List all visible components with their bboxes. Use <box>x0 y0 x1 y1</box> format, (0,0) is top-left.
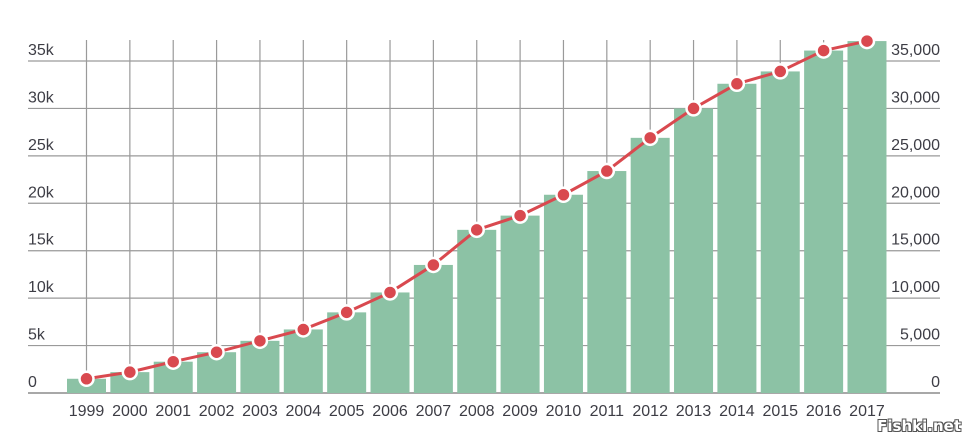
left-axis-tick-label: 15k <box>28 232 55 249</box>
right-axis-tick-label: 35,000 <box>891 42 940 59</box>
x-axis-tick-label: 2013 <box>676 403 712 420</box>
line-point-2016 <box>815 42 832 59</box>
line-point-2003 <box>251 332 269 350</box>
bar-2007 <box>413 264 453 393</box>
left-axis-tick-label: 35k <box>28 42 55 59</box>
bar-series <box>67 41 887 394</box>
x-axis: 1999 2000 2001 2002 2003 2004 2005 2006 2007 2008… <box>69 403 885 420</box>
x-axis-tick-label: 2005 <box>329 403 365 420</box>
left-axis-tick-label: 5k <box>28 327 46 344</box>
bar-2015 <box>760 71 800 393</box>
right-axis-tick-label: 15,000 <box>891 232 940 249</box>
x-axis-tick-label: 2010 <box>546 403 582 420</box>
x-axis-tick-label: 2000 <box>112 403 148 420</box>
x-axis-tick-label: 1999 <box>69 403 105 420</box>
bar-2010 <box>543 194 583 393</box>
bar-2016 <box>804 50 844 394</box>
line-point-2006 <box>381 284 399 301</box>
line-point-2001 <box>164 353 182 370</box>
line-point-2012 <box>641 129 659 147</box>
bar-2009 <box>500 215 540 393</box>
x-axis-tick-label: 2017 <box>849 403 885 420</box>
x-axis-tick-label: 2007 <box>416 403 452 420</box>
x-axis-tick-label: 2016 <box>806 403 842 420</box>
left-axis-tick-label: 25k <box>28 137 55 154</box>
watermark: Fishki.net <box>877 417 961 435</box>
right-axis-tick-label: 25,000 <box>891 137 940 154</box>
line-point-2011 <box>598 162 616 180</box>
line-point-2014 <box>728 75 746 93</box>
left-axis-tick-label: 30k <box>28 89 55 106</box>
line-point-2007 <box>425 256 442 274</box>
bar-2014 <box>717 83 757 393</box>
bar-2011 <box>587 171 627 393</box>
x-axis-tick-label: 2008 <box>459 403 495 420</box>
left-axis-tick-label: 0 <box>28 374 37 391</box>
line-series <box>78 32 876 388</box>
line-point-2010 <box>555 186 572 203</box>
bar-2013 <box>674 108 714 393</box>
x-axis-tick-label: 2011 <box>590 403 625 420</box>
line-point-2004 <box>295 321 312 338</box>
left-axis-tick-label: 10k <box>28 279 55 296</box>
bar-2012 <box>630 137 670 393</box>
line-point-2000 <box>121 363 139 381</box>
bar-2005 <box>327 312 367 393</box>
x-axis-tick-label: 2003 <box>242 403 278 420</box>
bar-2003 <box>240 340 280 393</box>
right-axis-tick-label: 10,000 <box>891 279 940 296</box>
line-point-2008 <box>468 221 485 239</box>
x-axis-tick-label: 2015 <box>762 403 798 420</box>
line-point-1999 <box>78 370 95 388</box>
x-axis-tick-label: 2002 <box>199 403 235 420</box>
line-point-2002 <box>208 343 225 361</box>
right-y-axis: 0 5,000 10,000 15,000 20,000 25,000 30,000 35,0… <box>891 42 940 391</box>
bar-2006 <box>370 292 410 393</box>
right-axis-tick-label: 30,000 <box>891 89 940 106</box>
left-axis-tick-label: 20k <box>28 184 55 201</box>
x-axis-tick-label: 2014 <box>719 403 755 420</box>
right-axis-tick-label: 20,000 <box>891 184 940 201</box>
line-point-2017 <box>858 32 876 50</box>
x-axis-tick-label: 2004 <box>286 403 322 420</box>
line-point-2009 <box>511 207 529 224</box>
bar-2008 <box>457 229 497 393</box>
bar-2000 <box>110 372 150 393</box>
line-point-2015 <box>772 63 789 80</box>
bar-2017 <box>847 41 887 394</box>
right-axis-tick-label: 5,000 <box>900 327 940 344</box>
x-axis-tick-label: 2009 <box>502 403 538 420</box>
right-axis-tick-label: 0 <box>931 374 940 391</box>
bar-2004 <box>283 329 323 393</box>
line-point-2005 <box>338 304 355 321</box>
x-axis-tick-label: 2001 <box>155 403 191 420</box>
left-y-axis: 0 5k 10k 15k 20k 25k 30k 35k <box>28 42 55 391</box>
x-axis-tick-label: 2006 <box>372 403 408 420</box>
line-point-2013 <box>685 100 702 117</box>
x-axis-tick-label: 2012 <box>632 403 668 420</box>
